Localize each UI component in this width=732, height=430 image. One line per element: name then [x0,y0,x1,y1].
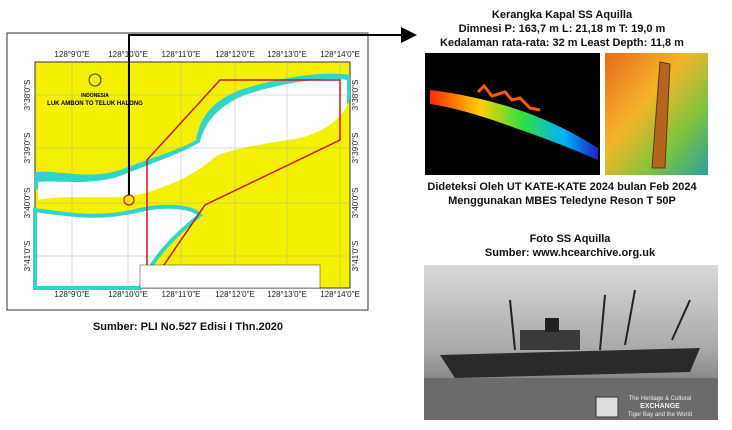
emblem [88,73,102,87]
detection-line2: Menggunakan MBES Teledyne Reson T 50P [448,195,676,207]
wreck-dimensions: Dimnesi P: 163,7 m L: 21,18 m T: 19,0 m [459,23,666,35]
lat-label-right: 3°38'0"S [351,80,360,111]
lat-label-left: 3°38'0"S [23,80,32,111]
sonar-superstructure [476,83,541,112]
lon-label-top: 128°14'0"E [320,50,360,59]
watermark-line: EXCHANGE [640,403,680,410]
lon-label-top: 128°9'0"E [54,50,89,59]
wreck-depth: Kedalaman rata-rata: 32 m Least Depth: 1… [440,37,684,49]
lat-label-left: 3°41'0"S [23,241,32,272]
lat-label-left: 3°39'0"S [23,133,32,164]
lon-label-bottom: 128°13'0"E [267,290,307,299]
lon-label-bottom: 128°11'0"E [161,290,200,299]
sea-outer [33,204,203,290]
photo-title: Foto SS Aquilla [530,233,612,245]
watermark-line: Tiger Bay and the World [628,412,692,418]
pointer-arrow [128,27,417,195]
wreck-title: Kerangka Kapal SS Aquilla [492,9,633,21]
map-source: Sumber: PLI No.527 Edisi I Thn.2020 [93,321,283,333]
lon-label-bottom: 128°10'0"E [108,290,148,299]
lon-label-top: 128°13'0"E [267,50,307,59]
lat-label-left: 3°40'0"S [23,188,32,219]
watermark-line: The Heritage & Cultural [629,396,692,402]
sonar-wreck-profile [430,90,598,160]
lon-label-top: 128°11'0"E [161,50,200,59]
lon-label-top: 128°10'0"E [108,50,148,59]
lat-label-right: 3°40'0"S [351,188,360,219]
map-inset [139,264,321,289]
lon-label-bottom: 128°12'0"E [215,290,255,299]
lat-label-right: 3°39'0"S [351,133,360,164]
lat-label-right: 3°41'0"S [351,241,360,272]
sea-deep [38,79,347,200]
photo-source: Sumber: www.hcearchive.org.uk [485,247,656,259]
lon-label-top: 128°12'0"E [215,50,255,59]
lon-label-bottom: 128°9'0"E [54,290,89,299]
detection-line1: Dideteksi Oleh UT KATE-KATE 2024 bulan F… [427,181,697,193]
map-title: LUK AMBON TO TELUK HALONG [47,101,143,107]
sonar-wreck-hull [651,61,671,169]
map-country: INDONESIA [81,93,109,99]
lon-label-bottom: 128°14'0"E [320,290,360,299]
watermark-logo [595,396,619,418]
ship-silhouette [424,289,718,420]
